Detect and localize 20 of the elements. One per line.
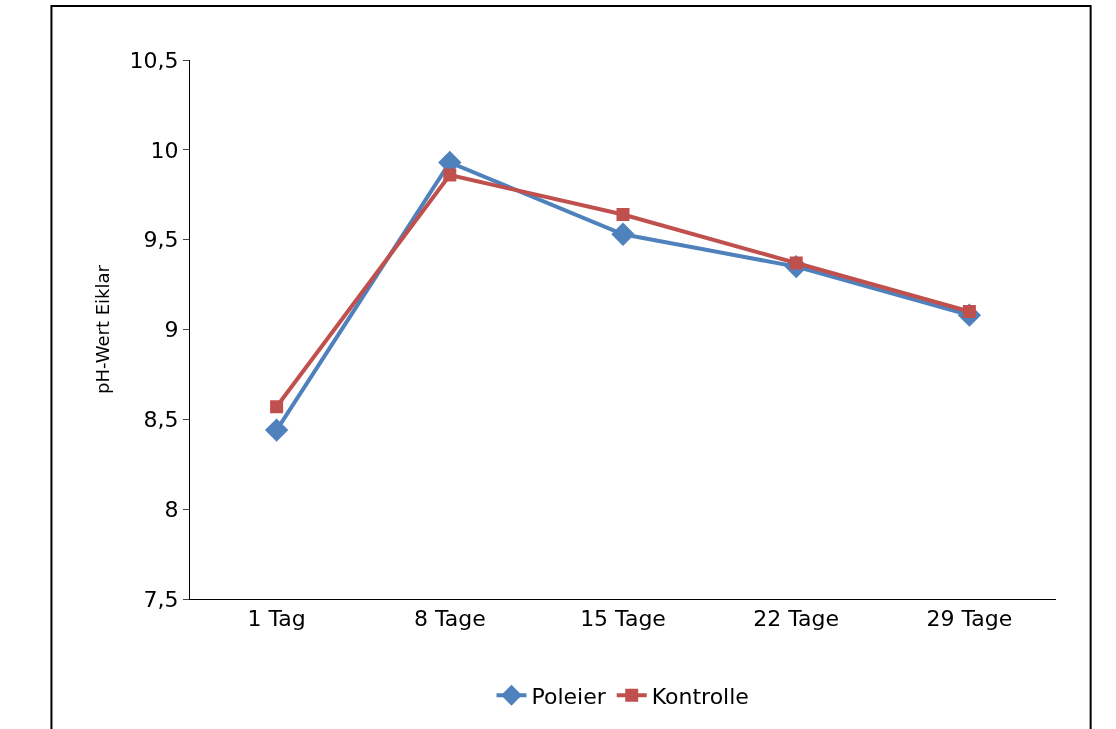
point	[616, 208, 630, 222]
x-tick-label: 8 Tage	[413, 606, 486, 632]
y-axis-title: pH-Wert Eiklar	[91, 264, 113, 394]
point	[270, 400, 284, 414]
x-tick-label: 22 Tage	[753, 606, 840, 632]
legend-label: Poleier	[531, 683, 607, 709]
x-tick-label: 15 Tage	[580, 606, 666, 632]
legend-label: Kontrolle	[651, 683, 749, 709]
y-tick-label: 10,5	[129, 47, 179, 73]
y-tick-label: 7,5	[143, 586, 179, 612]
y-tick-label: 9,5	[143, 227, 179, 253]
y-tick-label: 8	[164, 496, 179, 522]
y-tick-label: 8,5	[143, 407, 179, 433]
x-tick-label: 1 Tag	[247, 606, 306, 632]
y-tick-label: 10	[150, 137, 179, 163]
point	[264, 418, 289, 442]
x-tick-label: 29 Tage	[926, 606, 1013, 632]
point	[443, 168, 457, 182]
y-tick-label: 9	[164, 317, 179, 343]
point	[611, 222, 635, 246]
